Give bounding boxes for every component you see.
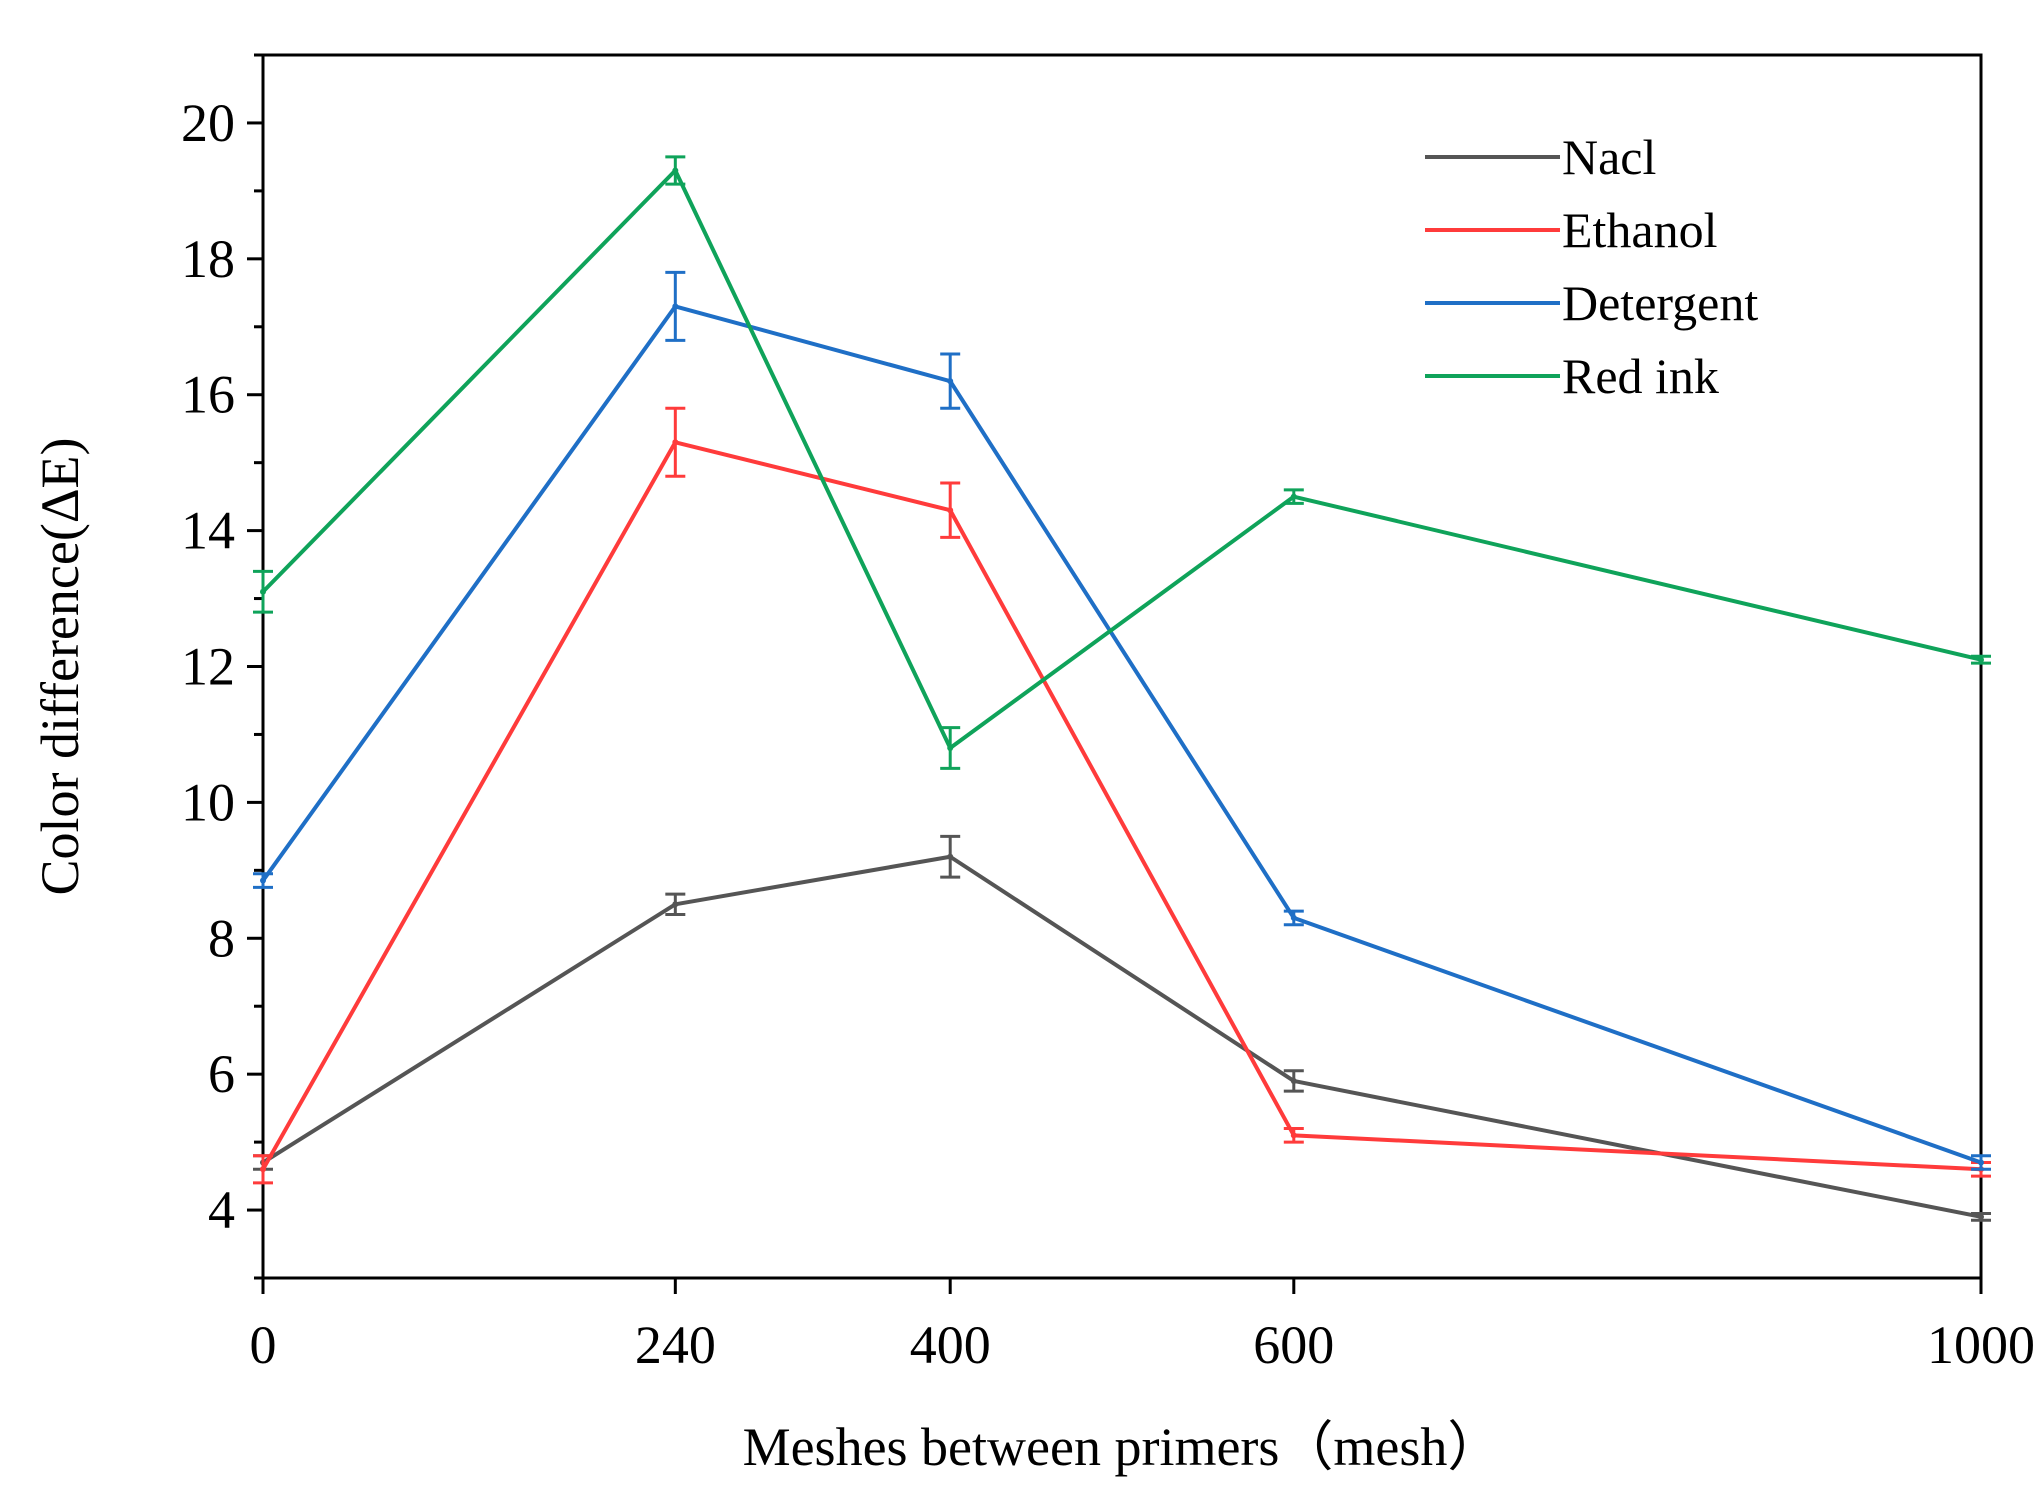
series-line-red-ink: [261, 168, 1982, 751]
data-point: [1290, 1132, 1297, 1139]
data-point: [672, 901, 679, 908]
series-line-ethanol: [261, 440, 1982, 1172]
legend-label-red-ink: Red ink: [1562, 348, 1719, 404]
data-point: [947, 507, 954, 514]
x-tick-label: 240: [635, 1315, 716, 1375]
x-tick-label: 1000: [1927, 1315, 2035, 1375]
y-axis-title: Color difference(ΔE): [30, 437, 90, 895]
series-line-nacl: [261, 854, 1982, 1219]
series-nacl: [253, 834, 1991, 1222]
y-tick-label: 4: [208, 1180, 235, 1240]
series-red-ink: [253, 155, 1991, 770]
data-point: [260, 877, 266, 884]
y-tick-label: 16: [181, 365, 235, 425]
data-point: [672, 303, 679, 310]
data-point: [1978, 1159, 1984, 1166]
y-tick-label: 14: [181, 501, 235, 561]
data-point: [947, 378, 954, 385]
y-tick-label: 20: [181, 93, 235, 153]
plot-frame: [261, 53, 1983, 1280]
series-detergent: [253, 270, 1991, 1171]
series-line-detergent: [261, 304, 1982, 1165]
legend: Nacl Ethanol Detergent Red ink: [1425, 129, 1758, 404]
data-point: [1978, 1213, 1984, 1220]
x-tick-label: 400: [910, 1315, 991, 1375]
y-tick-label: 18: [181, 229, 235, 289]
y-tick-label: 6: [208, 1044, 235, 1104]
axes: 4 6 8 10 12 14 16 18 20 0 240 400 600 1000: [181, 53, 2035, 1375]
data-point: [947, 745, 954, 752]
y-tick-label: 12: [181, 637, 235, 697]
x-tick-label: 600: [1253, 1315, 1334, 1375]
y-tick-label: 10: [181, 772, 235, 832]
y-tick-label: 8: [208, 908, 235, 968]
data-point: [947, 853, 954, 860]
x-tick-label: 0: [250, 1315, 277, 1375]
data-point: [672, 439, 679, 446]
legend-label-ethanol: Ethanol: [1562, 202, 1718, 258]
data-point: [1978, 656, 1984, 663]
data-point: [1290, 1077, 1297, 1084]
legend-label-detergent: Detergent: [1562, 275, 1758, 331]
x-axis-title: Meshes between primers（mesh）: [743, 1417, 1502, 1477]
data-point: [260, 1166, 266, 1173]
data-point: [672, 167, 679, 174]
data-point: [260, 588, 266, 595]
series-ethanol: [253, 406, 1991, 1185]
series-group: [253, 155, 1991, 1222]
legend-label-nacl: Nacl: [1562, 129, 1656, 185]
data-point: [1290, 493, 1297, 500]
data-point: [1290, 914, 1297, 921]
